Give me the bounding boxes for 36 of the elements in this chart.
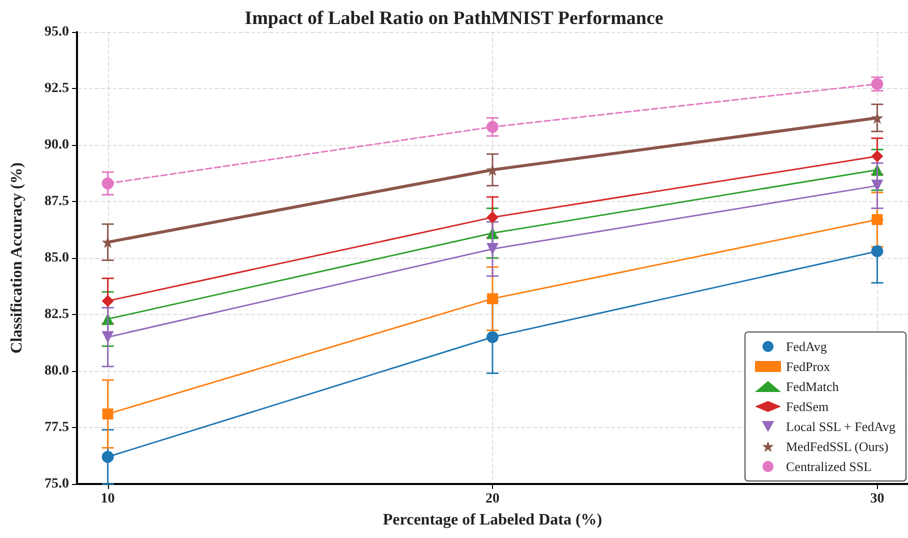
x-axis-title: Percentage of Labeled Data (%) [382, 512, 602, 528]
legend-label: FedSem [786, 399, 829, 414]
point [102, 450, 114, 463]
point [871, 245, 884, 258]
point [102, 331, 114, 344]
x-tick-label: 10 [100, 492, 115, 506]
y-tick-label: 77.5 [44, 420, 69, 435]
point [487, 293, 498, 304]
y-tick-label: 87.5 [44, 194, 69, 209]
legend-label: FedAvg [786, 339, 828, 354]
chart-title: Impact of Label Ratio on PathMNIST Performance [244, 8, 664, 29]
point [486, 331, 498, 344]
legend-label: Centralized SSL [786, 459, 872, 474]
y-tick-label: 82.5 [44, 307, 69, 322]
point [486, 211, 498, 224]
point [871, 150, 884, 162]
point [486, 242, 498, 255]
y-tick-label: 92.5 [44, 81, 69, 96]
point [102, 177, 114, 190]
point [486, 120, 498, 133]
legend-label: FedMatch [786, 379, 840, 394]
y-tick-label: 80.0 [44, 364, 69, 378]
y-tick-label: 95.0 [44, 24, 69, 40]
y-axis-title: Classification Accuracy (%) [8, 162, 26, 354]
legend-label: MedFedSSL (Ours) [786, 439, 888, 454]
legend-label: FedProx [786, 359, 831, 374]
x-tick-label: 20 [486, 492, 500, 506]
y-tick-label: 85.0 [44, 250, 69, 266]
x-tick-label: 30 [870, 492, 884, 506]
point [872, 214, 883, 226]
point [871, 180, 884, 192]
point [102, 408, 114, 420]
y-tick-label: 75.0 [44, 476, 69, 492]
legend-label: Local SSL + FedAvg [786, 419, 896, 434]
y-tick-label: 90.0 [44, 138, 69, 152]
point [102, 294, 114, 307]
